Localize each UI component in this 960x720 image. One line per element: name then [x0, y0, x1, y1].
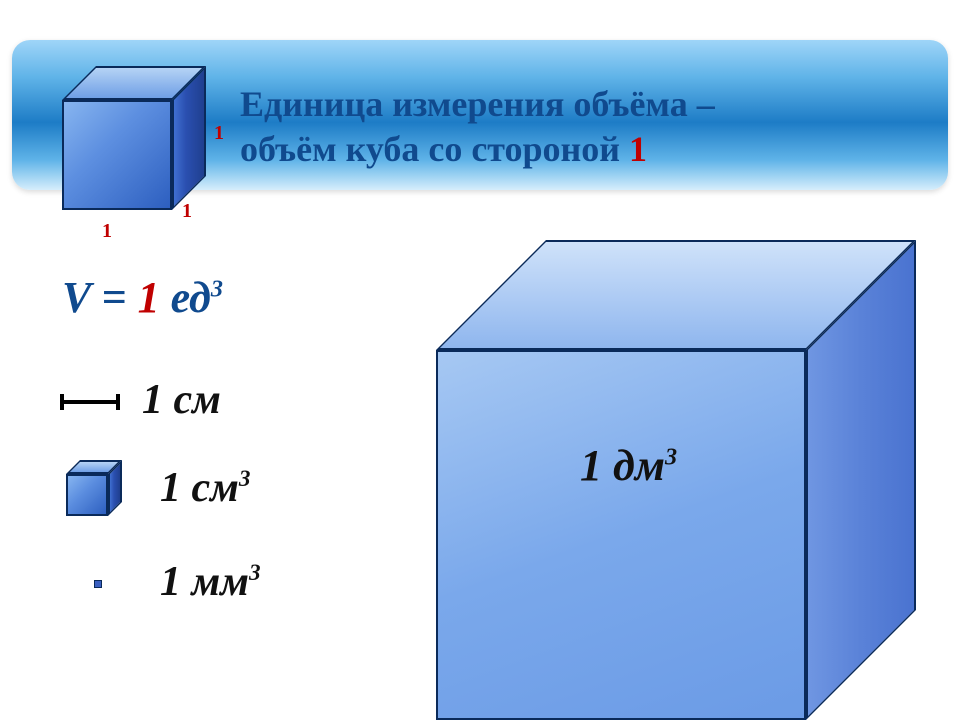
dim-right: 1 — [182, 200, 192, 223]
dim-depth: 1 — [214, 122, 224, 145]
small-cube-front — [66, 474, 108, 516]
big-cube-label-exp: 3 — [665, 443, 677, 470]
formula-lhs: V = — [62, 273, 138, 322]
page-title: Единица измерения объёма – объём куба со… — [240, 82, 900, 172]
formula-unit: ед — [160, 273, 211, 322]
title-line1: Единица измерения объёма – — [240, 84, 715, 124]
legend-mm3-exp: 3 — [249, 559, 261, 585]
legend-cm3-text: 1 см — [160, 465, 239, 511]
legend-mm3-text: 1 мм — [160, 559, 249, 605]
length-segment — [60, 400, 120, 404]
title-accent-1: 1 — [629, 129, 647, 169]
big-cube-label: 1 дм3 — [580, 440, 677, 491]
legend-cm3: 1 см3 — [160, 464, 250, 512]
legend-cm: 1 см — [142, 376, 221, 424]
formula-exp: 3 — [211, 275, 223, 302]
dim-bottom: 1 — [102, 220, 112, 243]
title-line2a: объём куба со стороной — [240, 129, 629, 169]
big-cube-front — [436, 350, 806, 720]
mm-dot — [94, 580, 102, 588]
formula-one: 1 — [138, 273, 160, 322]
legend-cm-text: 1 см — [142, 377, 221, 423]
big-cube-label-text: 1 дм — [580, 441, 665, 490]
volume-formula: V = 1 ед3 — [62, 272, 223, 323]
legend-mm3: 1 мм3 — [160, 558, 261, 606]
cube-front-face — [62, 100, 172, 210]
legend-cm3-exp: 3 — [239, 465, 251, 491]
